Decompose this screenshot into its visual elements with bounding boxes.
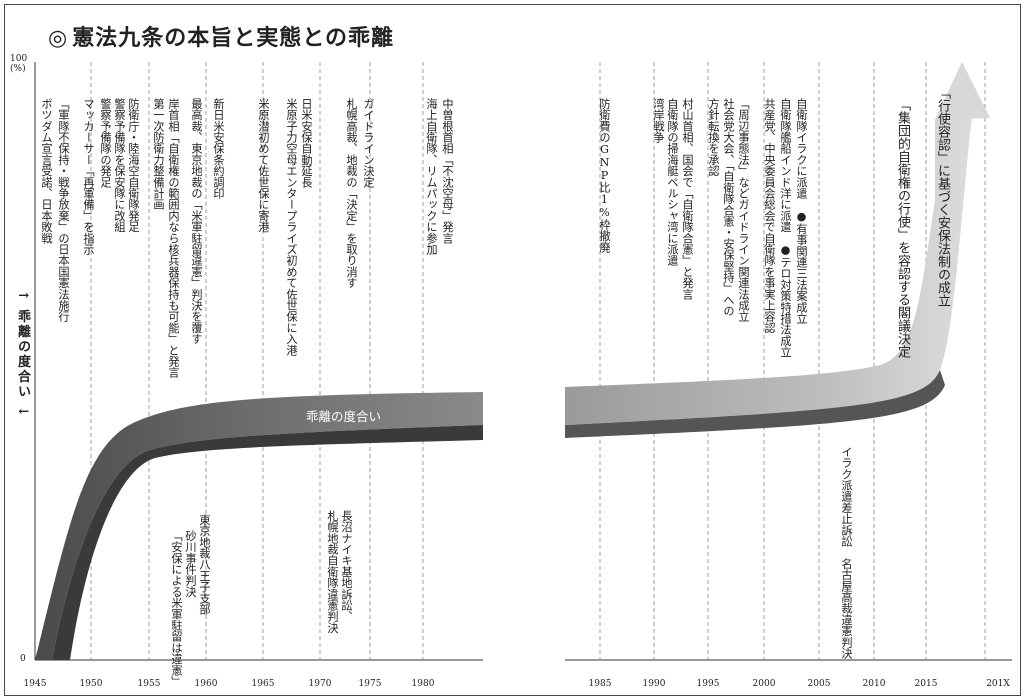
x-tick: 2010: [862, 679, 886, 689]
court-event-item: 長沼ナイキ基地訴訟、: [340, 510, 353, 622]
y-axis-label: ↑ 乖離の度合い ↓: [15, 290, 30, 419]
divergence-band-left: [35, 392, 483, 660]
divergence-band-right-shadow: [565, 370, 945, 438]
band-label: 乖離の度合い: [306, 409, 382, 424]
event-item: 札幌高裁、地裁の「決定」を取り消す: [345, 98, 358, 289]
x-tick: 1950: [79, 679, 103, 689]
event-item: 警察予備隊を保安隊に改組: [113, 98, 126, 233]
event-item: 米原潜初めて佐世保に寄港: [257, 98, 270, 233]
title-text: 憲法九条の本旨と実態との乖離: [72, 25, 394, 51]
event-item: 自衛隊イラクに派遣 ●有事関連三法案成立: [795, 98, 808, 324]
event-item: 共産党、中央委員会総会で自衛隊を事実上容認: [763, 98, 776, 334]
event-item: 海上自衛隊、リムパックに参加: [425, 98, 438, 255]
event-item: 「軍隊不保持・戦争放棄」の日本国憲法施行: [57, 98, 70, 322]
divergence-band-right: [565, 62, 990, 425]
event-item: 米原子力空母エンタープライズ初めて佐世保に入港: [285, 98, 298, 356]
event-item: 日米安保自動延長: [300, 98, 313, 188]
court-event-item: 「安保による米軍駐留は違憲」: [170, 530, 183, 687]
event-item: 第一次防衛力整備計画: [152, 98, 165, 210]
x-tick: 1990: [642, 679, 666, 689]
y-top-unit: (%): [10, 64, 26, 74]
event-item: 新日米安保条約調印: [212, 98, 225, 199]
x-tick: 2005: [807, 679, 831, 689]
event-item: 岸首相「自衛権の範囲内なら核兵器保持も可能」と発言: [167, 98, 180, 378]
page-title: ◎ 憲法九条の本旨と実態との乖離: [48, 20, 394, 52]
event-item: 中曽根首相「不沈空母」発言: [441, 98, 454, 244]
court-event-item: 東京地裁八王子支部: [198, 514, 211, 615]
event-item: 方針転換を承認: [707, 98, 720, 177]
event-item: 自衛隊艦船インド洋に派遣 ●テロ対策特措法成立: [779, 98, 792, 358]
x-tick: 1970: [308, 679, 332, 689]
court-event-item: 砂川事件判決: [184, 530, 197, 598]
y-top-label: 100: [10, 54, 28, 64]
event-item: 湾岸戦争: [652, 98, 665, 143]
x-tick: 1975: [358, 679, 382, 689]
event-item: 自衛隊の掃海艇ペルシャ湾に派遣: [666, 98, 679, 266]
outer-border: [4, 4, 1021, 696]
x-tick: 1980: [411, 679, 435, 689]
event-item: 村山首相、国会で「自衛隊合憲」と発言: [681, 98, 694, 300]
x-tick: 2015: [914, 679, 938, 689]
event-item: 最高裁、東京地裁の「米軍駐留違憲」判決を覆す: [190, 98, 203, 345]
court-event-item: イラク派遣差止訴訟 名古屋高裁違憲判決: [840, 446, 853, 659]
x-tick: 1945: [23, 679, 47, 689]
event-item: 防衛庁・陸海空自衛隊発足: [127, 98, 140, 233]
event-item: ガイドライン決定: [362, 98, 375, 188]
event-item: 防衛費のGNP比1%枠撤廃: [598, 98, 611, 253]
x-tick: 1955: [137, 679, 161, 689]
arrow-head: [935, 62, 990, 120]
y-bottom-label: 0: [20, 654, 26, 664]
x-tick: 1985: [588, 679, 612, 689]
event-item: ポツダム宣言受諾、日本敗戦: [40, 98, 53, 244]
year-gridlines: [90, 62, 986, 660]
x-tick: 2000: [752, 679, 776, 689]
event-item: 「集団的自衛権の行使」を容認する閣議決定: [895, 98, 910, 358]
x-tick: 1995: [696, 679, 720, 689]
x-tick: 1960: [194, 679, 218, 689]
x-tick: 1965: [251, 679, 275, 689]
event-item: マッカーサー「再軍備」を指示: [82, 98, 95, 255]
title-mark: ◎: [48, 26, 69, 51]
event-item: 社会党大会、「自衛隊合憲・安保堅持」への: [722, 98, 735, 317]
event-item: 「行使容認」に基づく安保法制の成立: [935, 86, 950, 307]
x-tick: 201X: [986, 679, 1010, 689]
court-event-item: 札幌地裁自衛隊違憲判決: [326, 510, 339, 634]
event-item: 「周辺事態法」などガイドライン関連法成立: [737, 98, 750, 322]
event-item: 警察予備隊の発足: [99, 98, 112, 188]
